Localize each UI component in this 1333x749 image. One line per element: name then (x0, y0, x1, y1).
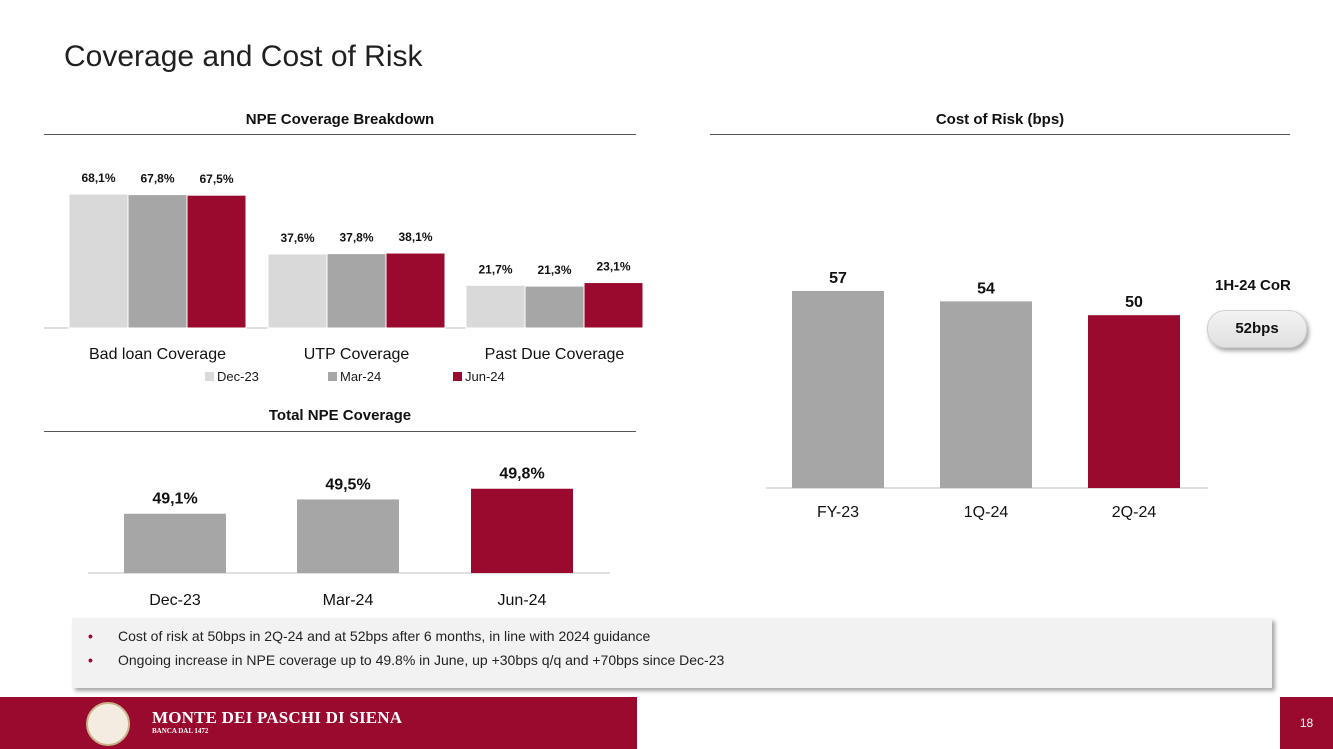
npe-bar-label: 38,1% (398, 230, 432, 244)
cost-of-risk-chart: 57 FY-23 54 1Q-24 50 2Q-24 (766, 270, 1208, 521)
npe-bar-mar-24 (326, 253, 387, 329)
total-npe-category-label: Jun-24 (498, 592, 547, 609)
npe-bar-jun-24 (186, 194, 247, 329)
npe-bar-dec-23 (465, 284, 526, 329)
npe-breakdown-title-rule (44, 134, 636, 135)
npe-bar-label: 68,1% (81, 171, 115, 185)
npe-bar-dec-23 (267, 253, 328, 329)
npe-bar-dec-23 (68, 193, 129, 329)
npe-bar-label: 37,8% (339, 231, 373, 245)
npe-breakdown-title: NPE Coverage Breakdown (245, 111, 435, 128)
total-npe-title: Total NPE Coverage (268, 407, 412, 424)
bullet-marker: • (88, 628, 93, 644)
npe-bar-label: 21,7% (478, 262, 512, 276)
cor-bar-label: 54 (977, 280, 995, 297)
total-npe-category-label: Mar-24 (323, 592, 374, 609)
npe-bar-label: 37,6% (280, 231, 314, 245)
cor-annotation-label: 1H-24 CoR (1215, 277, 1291, 294)
npe-bar-label: 67,8% (140, 172, 174, 186)
brand-subtitle: BANCA DAL 1472 (152, 727, 209, 735)
bank-seal-logo (86, 702, 130, 746)
cor-bar (792, 291, 884, 488)
cor-bar-label: 57 (829, 270, 847, 287)
bullet-marker: • (88, 652, 93, 668)
npe-category-label: UTP Coverage (304, 346, 410, 363)
npe-bar-jun-24 (583, 282, 644, 329)
cor-category-label: 2Q-24 (1112, 504, 1157, 521)
npe-bar-label: 23,1% (596, 260, 630, 274)
page-title: Coverage and Cost of Risk (64, 40, 423, 73)
brand-name: MONTE DEI PASCHI DI SIENA (152, 708, 403, 727)
bullet-item: • Cost of risk at 50bps in 2Q-24 and at 5… (88, 628, 1272, 644)
legend-swatch-mar24 (328, 372, 337, 381)
total-npe-bar-label: 49,8% (499, 466, 544, 483)
npe-bar-mar-24 (127, 194, 188, 329)
npe-breakdown-legend: Dec-23 Mar-24 Jun-24 (205, 369, 505, 384)
total-npe-bar (124, 513, 226, 573)
cor-bar (1088, 315, 1180, 488)
page-number: 18 (1280, 697, 1333, 749)
npe-bar-label: 67,5% (199, 172, 233, 186)
cor-bar (940, 301, 1032, 488)
cost-of-risk-title-rule (710, 134, 1290, 135)
legend-item-dec23: Dec-23 (205, 369, 328, 384)
cor-category-label: 1Q-24 (964, 504, 1009, 521)
npe-bar-mar-24 (524, 285, 585, 329)
legend-label-mar24: Mar-24 (340, 369, 382, 384)
npe-bar-jun-24 (385, 252, 446, 329)
cor-bar-label: 50 (1125, 294, 1143, 311)
legend-label-jun24: Jun-24 (465, 369, 505, 384)
total-npe-bar-label: 49,1% (152, 491, 197, 508)
legend-item-mar24: Mar-24 (328, 369, 453, 384)
total-npe-title-rule (44, 431, 636, 432)
summary-box: • Cost of risk at 50bps in 2Q-24 and at 5… (72, 618, 1272, 688)
legend-swatch-jun24 (453, 372, 462, 381)
legend-swatch-dec23 (205, 372, 214, 381)
cor-annotation-value: 52bps (1207, 310, 1307, 348)
bullet-item: • Ongoing increase in NPE coverage up to … (88, 652, 1272, 668)
npe-breakdown-chart: 68,1% 67,8% 67,5% Bad loan Coverage 37,6% 37,… (44, 171, 644, 363)
total-npe-bar-label: 49,5% (325, 476, 370, 493)
npe-category-label: Bad loan Coverage (89, 346, 226, 363)
cor-category-label: FY-23 (817, 504, 859, 521)
total-npe-chart: 49,1% Dec-23 49,5% Mar-24 49,8% Jun-24 (88, 466, 610, 609)
legend-label-dec23: Dec-23 (217, 369, 259, 384)
total-npe-category-label: Dec-23 (149, 592, 201, 609)
npe-bar-label: 21,3% (537, 263, 571, 277)
npe-category-label: Past Due Coverage (485, 346, 625, 363)
cost-of-risk-title: Cost of Risk (bps) (935, 111, 1065, 128)
bullet-text: Ongoing increase in NPE coverage up to 4… (118, 652, 725, 668)
total-npe-bar (471, 488, 573, 573)
legend-item-jun24: Jun-24 (453, 369, 505, 384)
total-npe-bar (297, 499, 399, 573)
bullet-text: Cost of risk at 50bps in 2Q-24 and at 52… (118, 628, 651, 644)
